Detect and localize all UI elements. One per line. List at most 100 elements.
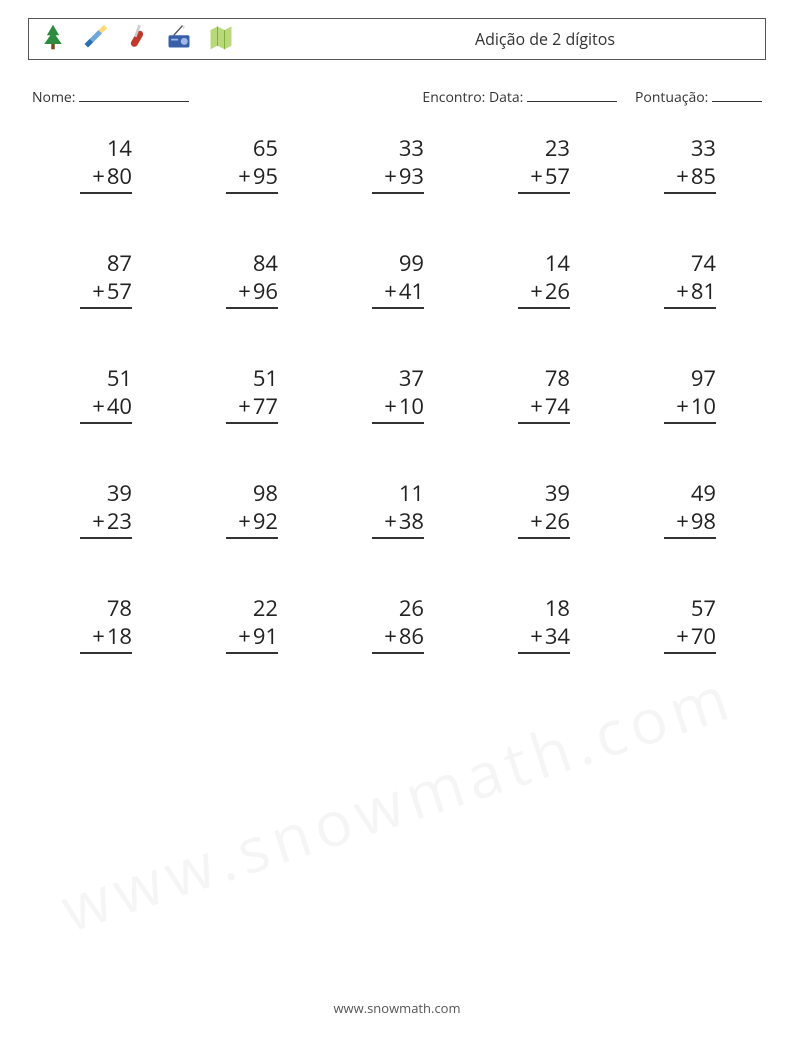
addend-bottom: +96	[226, 278, 278, 310]
addend-bottom-value: 34	[545, 621, 570, 651]
problem-stack: 78+18	[80, 595, 132, 654]
addend-bottom-value: 98	[691, 506, 716, 536]
operator: +	[530, 276, 545, 306]
addend-top: 65	[226, 135, 278, 163]
operator: +	[238, 161, 253, 191]
worksheet-page: ♪ Adição de 2 dígitos Nome: Encontro: Da…	[0, 0, 794, 1053]
operator: +	[676, 621, 691, 651]
addend-bottom-value: 93	[399, 161, 424, 191]
problem-cell: 51+40	[32, 365, 178, 424]
addend-bottom-value: 40	[107, 391, 132, 421]
operator: +	[92, 161, 107, 191]
operator: +	[384, 276, 399, 306]
operator: +	[238, 276, 253, 306]
addend-bottom: +18	[80, 623, 132, 655]
problem-cell: 51+77	[178, 365, 324, 424]
problem-cell: 98+92	[178, 480, 324, 539]
problem-stack: 99+41	[372, 250, 424, 309]
date-blank[interactable]	[527, 88, 617, 102]
tree-icon	[39, 21, 67, 58]
addend-bottom: +95	[226, 163, 278, 195]
addend-top: 18	[518, 595, 570, 623]
problem-stack: 74+81	[664, 250, 716, 309]
watermark-text: www.snowmath.com	[50, 654, 744, 951]
addend-bottom: +81	[664, 278, 716, 310]
problem-cell: 33+93	[324, 135, 470, 194]
problem-stack: 49+98	[664, 480, 716, 539]
operator: +	[238, 506, 253, 536]
operator: +	[530, 161, 545, 191]
problem-cell: 84+96	[178, 250, 324, 309]
addend-top: 87	[80, 250, 132, 278]
operator: +	[92, 391, 107, 421]
operator: +	[384, 621, 399, 651]
addend-bottom-value: 95	[253, 161, 278, 191]
addend-top: 99	[372, 250, 424, 278]
problem-stack: 14+26	[518, 250, 570, 309]
addend-top: 74	[664, 250, 716, 278]
addend-bottom: +92	[226, 508, 278, 540]
operator: +	[530, 391, 545, 421]
addend-bottom: +10	[372, 393, 424, 425]
problem-stack: 51+40	[80, 365, 132, 424]
addend-bottom-value: 26	[545, 506, 570, 536]
addend-bottom-value: 41	[399, 276, 424, 306]
problem-stack: 87+57	[80, 250, 132, 309]
addend-bottom: +80	[80, 163, 132, 195]
problems-grid: 14+8065+9533+9323+5733+8587+5784+9699+41…	[28, 135, 766, 654]
problem-stack: 39+26	[518, 480, 570, 539]
operator: +	[92, 276, 107, 306]
addend-bottom: +40	[80, 393, 132, 425]
addend-bottom-value: 80	[107, 161, 132, 191]
problem-cell: 99+41	[324, 250, 470, 309]
problem-cell: 49+98	[616, 480, 762, 539]
addend-bottom: +85	[664, 163, 716, 195]
addend-bottom-value: 92	[253, 506, 278, 536]
operator: +	[676, 161, 691, 191]
addend-bottom-value: 38	[399, 506, 424, 536]
problem-stack: 39+23	[80, 480, 132, 539]
addend-top: 22	[226, 595, 278, 623]
operator: +	[384, 161, 399, 191]
addend-bottom-value: 74	[545, 391, 570, 421]
problem-stack: 23+57	[518, 135, 570, 194]
problem-cell: 26+86	[324, 595, 470, 654]
addend-top: 57	[664, 595, 716, 623]
addend-bottom-value: 96	[253, 276, 278, 306]
addend-bottom: +38	[372, 508, 424, 540]
addend-bottom-value: 10	[691, 391, 716, 421]
problem-stack: 18+34	[518, 595, 570, 654]
flashlight-icon	[81, 21, 109, 58]
addend-top: 78	[518, 365, 570, 393]
addend-bottom: +91	[226, 623, 278, 655]
addend-bottom-value: 85	[691, 161, 716, 191]
info-row: Nome: Encontro: Data: Pontuação:	[28, 88, 766, 107]
problem-cell: 65+95	[178, 135, 324, 194]
addend-bottom: +98	[664, 508, 716, 540]
addend-top: 51	[80, 365, 132, 393]
score-blank[interactable]	[712, 88, 762, 102]
operator: +	[384, 391, 399, 421]
addend-bottom-value: 23	[107, 506, 132, 536]
operator: +	[530, 621, 545, 651]
problem-cell: 39+23	[32, 480, 178, 539]
problem-cell: 14+26	[470, 250, 616, 309]
addend-top: 14	[518, 250, 570, 278]
addend-bottom-value: 57	[107, 276, 132, 306]
problem-stack: 97+10	[664, 365, 716, 424]
worksheet-title: Adição de 2 dígitos	[475, 28, 755, 50]
addend-top: 33	[664, 135, 716, 163]
name-blank[interactable]	[79, 88, 189, 102]
addend-bottom: +77	[226, 393, 278, 425]
problem-cell: 57+70	[616, 595, 762, 654]
addend-bottom-value: 18	[107, 621, 132, 651]
addend-top: 97	[664, 365, 716, 393]
problem-cell: 18+34	[470, 595, 616, 654]
footer-url: www.snowmath.com	[0, 999, 794, 1017]
addend-bottom: +86	[372, 623, 424, 655]
problem-cell: 78+18	[32, 595, 178, 654]
problem-cell: 74+81	[616, 250, 762, 309]
addend-bottom-value: 57	[545, 161, 570, 191]
date-label: Encontro: Data:	[422, 88, 523, 107]
problem-cell: 22+91	[178, 595, 324, 654]
